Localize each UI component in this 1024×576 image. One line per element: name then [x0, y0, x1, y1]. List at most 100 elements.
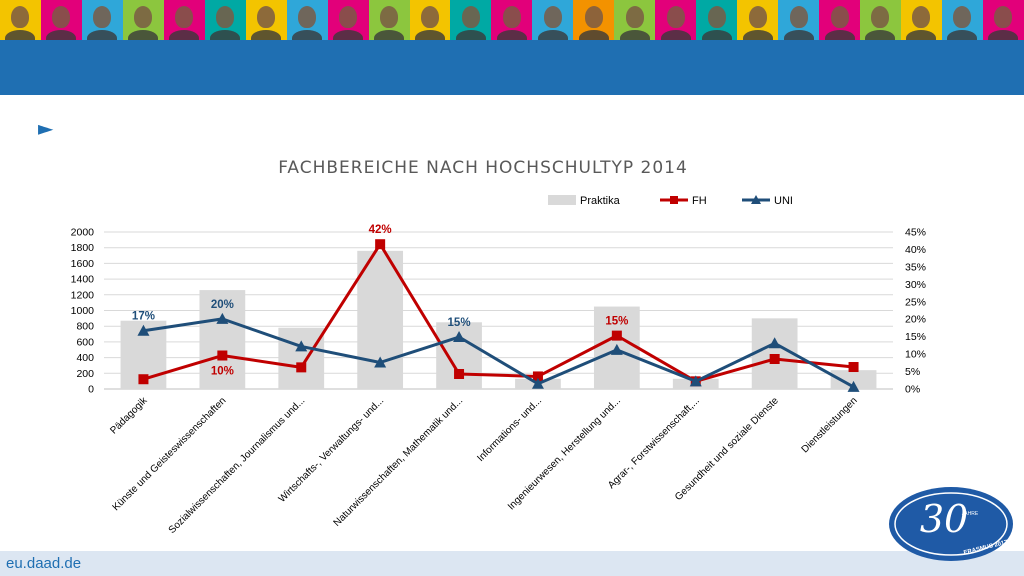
photo-strip [0, 0, 1024, 40]
person-shoulders-icon [660, 30, 691, 40]
point-fh [532, 371, 543, 382]
point-uni [531, 377, 544, 389]
chart: 0 200 400 600 800 1000 1200 1400 1600 1800 2000 0% 5… [71, 195, 926, 536]
legend-label: Praktika [580, 195, 621, 207]
person-shoulders-icon [988, 30, 1019, 40]
legend-label: FH [692, 195, 707, 207]
data-label: 17% [132, 311, 155, 323]
right-tick-label: 5% [905, 366, 920, 378]
left-tick-label: 600 [76, 336, 94, 348]
photo-tile [409, 0, 451, 40]
photo-tile [368, 0, 410, 40]
person-head-icon [216, 6, 235, 28]
left-tick-label: 1200 [71, 289, 95, 301]
point-fh [138, 374, 149, 385]
person-head-icon [707, 6, 726, 28]
point-uni [374, 356, 387, 368]
data-label: 15% [448, 317, 471, 329]
point-fh [375, 239, 386, 250]
photo-tile [778, 0, 820, 40]
person-shoulders-icon [251, 30, 282, 40]
category-label: Agrar-, Forstwissenschaft,... [606, 395, 702, 491]
person-shoulders-icon [783, 30, 814, 40]
right-tick-label: 10% [905, 349, 926, 361]
right-tick-label: 40% [905, 244, 926, 256]
person-shoulders-icon [824, 30, 855, 40]
photo-tile [860, 0, 901, 40]
person-head-icon [298, 6, 317, 28]
photo-tile [491, 0, 533, 40]
left-tick-label: 400 [76, 352, 94, 364]
person-shoulders-icon [169, 30, 200, 40]
person-head-icon [175, 6, 194, 28]
person-shoulders-icon [906, 30, 937, 40]
series-line-fh [143, 242, 854, 383]
person-shoulders-icon [455, 30, 486, 40]
photo-tile [696, 0, 738, 40]
bar [751, 318, 798, 389]
photo-tile [737, 0, 779, 40]
point-uni [137, 324, 150, 336]
person-head-icon [625, 6, 644, 28]
data-label: 10% [211, 366, 234, 378]
person-shoulders-icon [496, 30, 527, 40]
chart-title: FACHBEREICHE NACH HOCHSCHULTYP 2014 [278, 158, 688, 178]
photo-tile [327, 0, 369, 40]
point-uni [689, 375, 702, 387]
photo-tile [450, 0, 492, 40]
photo-tile [286, 0, 328, 40]
person-shoulders-icon [374, 30, 405, 40]
person-head-icon [52, 6, 71, 28]
person-head-icon [666, 6, 685, 28]
point-fh [848, 362, 859, 373]
photo-tile [81, 0, 123, 40]
point-uni [847, 380, 860, 392]
left-tick-label: 1800 [71, 242, 95, 254]
bar [830, 370, 877, 389]
footer-bar [0, 551, 1024, 576]
category-label: Dienstleistungen [800, 395, 860, 455]
person-shoulders-icon [5, 30, 36, 40]
legend-label: UNI [774, 195, 793, 207]
point-fh [769, 353, 780, 364]
legend-swatch-praktika [548, 195, 576, 205]
person-head-icon [543, 6, 562, 28]
person-head-icon [380, 6, 399, 28]
bar [278, 327, 325, 389]
person-shoulders-icon [537, 30, 568, 40]
person-shoulders-icon [292, 30, 323, 40]
photo-tile [941, 0, 983, 40]
right-tick-label: 15% [905, 331, 926, 343]
photo-tile [614, 0, 656, 40]
person-head-icon [339, 6, 358, 28]
person-head-icon [871, 6, 890, 28]
photo-tile [0, 0, 41, 40]
point-fh [217, 350, 228, 361]
left-tick-label: 1600 [71, 258, 95, 270]
category-label: Informations- und... [475, 395, 544, 464]
person-head-icon [994, 6, 1013, 28]
person-head-icon [748, 6, 767, 28]
erasmus-logo: 30 JAHRE ERASMUS 2017 [889, 487, 1013, 561]
point-fh [296, 362, 307, 373]
data-label: 15% [605, 316, 628, 328]
photo-tile [204, 0, 246, 40]
left-tick-label: 1400 [71, 274, 95, 286]
person-shoulders-icon [128, 30, 159, 40]
person-head-icon [421, 6, 439, 28]
person-shoulders-icon [619, 30, 650, 40]
data-label: 20% [211, 299, 234, 311]
point-fh [611, 330, 622, 341]
person-shoulders-icon [210, 30, 241, 40]
bar [199, 290, 246, 389]
left-tick-label: 0 [88, 384, 94, 396]
footer-link[interactable]: eu.daad.de [6, 555, 82, 572]
logo-small-text: JAHRE [962, 511, 979, 517]
person-shoulders-icon [46, 30, 77, 40]
person-head-icon [953, 6, 972, 28]
photo-tile [900, 0, 942, 40]
photo-tile [40, 0, 82, 40]
person-shoulders-icon [87, 30, 118, 40]
right-tick-label: 0% [905, 384, 920, 396]
category-label: Pädagogik [108, 395, 150, 437]
